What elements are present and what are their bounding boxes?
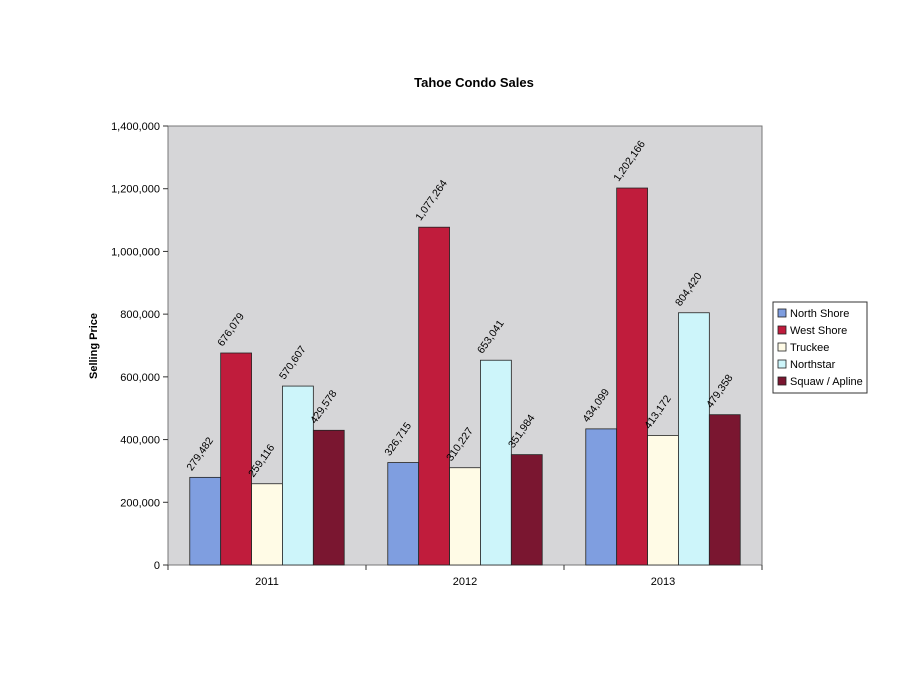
bar-north-shore-2011 (189, 476, 222, 566)
x-tick-label: 2011 (255, 576, 279, 588)
bar-north-shore-2013 (585, 428, 618, 566)
legend-swatch (777, 325, 787, 335)
bar-northstar-2011 (282, 385, 314, 566)
y-tick-label: 0 (154, 560, 160, 572)
y-tick-label: 200,000 (120, 497, 160, 509)
x-axis: 2011 2012 2013 (167, 565, 763, 588)
x-tick-label: 2013 (651, 576, 675, 588)
legend-entry: North Shore (790, 308, 849, 320)
bar-truckee-2013 (647, 435, 679, 566)
bar-north-shore-2012 (387, 462, 420, 566)
bar-squaw-apline-2012 (510, 454, 543, 566)
legend-swatch (777, 376, 787, 386)
bar-west-shore-2012 (418, 226, 450, 566)
bars (189, 187, 741, 566)
y-tick-label: 1,200,000 (111, 184, 160, 196)
legend-swatch (777, 359, 787, 369)
y-axis: 0 200,000 400,000 600,000 800,000 1,000,000 1,… (111, 121, 168, 572)
y-tick-label: 400,000 (120, 435, 160, 447)
legend-entry: Squaw / Apline (790, 376, 863, 388)
legend-entry: Truckee (790, 342, 829, 354)
bar-squaw-apline-2011 (312, 429, 345, 566)
bar-northstar-2013 (678, 312, 710, 566)
bar-west-shore-2011 (220, 352, 252, 566)
y-tick-label: 800,000 (120, 309, 160, 321)
bar-truckee-2012 (449, 467, 481, 566)
legend: North Shore West Shore Truckee Northstar Squ… (772, 301, 868, 394)
x-tick-label: 2012 (453, 576, 477, 588)
legend-entry: West Shore (790, 325, 847, 337)
bar-truckee-2011 (251, 483, 283, 566)
legend-swatch (777, 342, 787, 352)
bar-squaw-apline-2013 (708, 414, 741, 566)
y-tick-label: 1,400,000 (111, 121, 160, 133)
legend-swatch (777, 308, 787, 318)
y-axis-label: Selling Price (88, 313, 100, 379)
y-tick-label: 600,000 (120, 372, 160, 384)
chart-title: Tahoe Condo Sales (414, 75, 534, 90)
legend-box (772, 301, 868, 394)
bar-northstar-2012 (480, 359, 512, 566)
bar-west-shore-2013 (616, 187, 648, 566)
y-tick-label: 1,000,000 (111, 246, 160, 258)
legend-entry: Northstar (790, 359, 836, 371)
